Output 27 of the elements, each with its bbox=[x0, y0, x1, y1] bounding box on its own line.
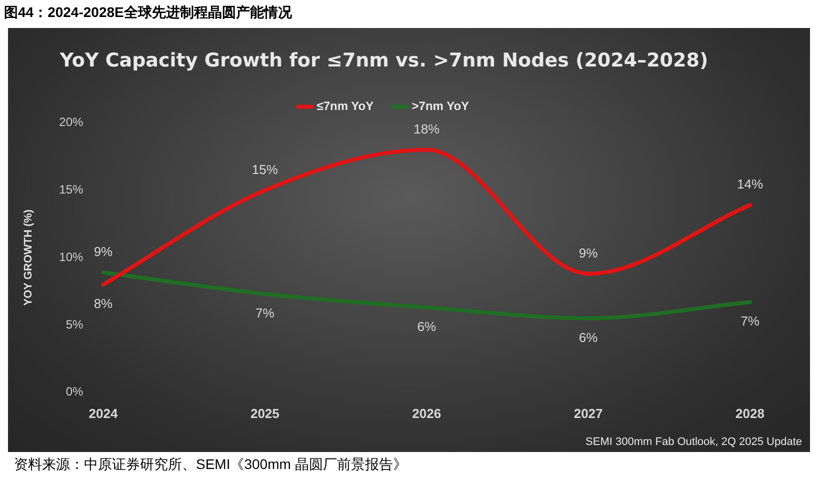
y-tick-label: 15% bbox=[59, 182, 84, 197]
x-tick-label: 2026 bbox=[412, 406, 442, 421]
y-tick-label: 20% bbox=[59, 115, 84, 130]
x-tick-label: 2024 bbox=[88, 406, 118, 421]
y-tick-label: 10% bbox=[59, 250, 84, 264]
x-tick-label: 2028 bbox=[736, 406, 764, 421]
data-label: 9% bbox=[578, 245, 598, 260]
data-label: 7% bbox=[740, 314, 760, 329]
y-tick-label: 5% bbox=[66, 317, 84, 332]
x-tick-label: 2025 bbox=[250, 406, 280, 421]
text: 资料来源：中原证券研究所、SEMI《300mm 晶圆厂前景报告》 bbox=[14, 456, 407, 474]
x-tick-label: 2027 bbox=[574, 406, 603, 421]
data-label: 15% bbox=[252, 162, 278, 177]
y-axis-title: YOY GROWTH (%) bbox=[22, 209, 35, 306]
caption: 图44：2024-2028E全球先进制程晶圆产能情况 bbox=[4, 4, 292, 22]
y-tick-label: 0% bbox=[66, 384, 84, 399]
legend-label: ≤7nm YoY bbox=[316, 99, 374, 114]
data-label: 18% bbox=[414, 121, 440, 136]
chart-title: YoY Capacity Growth for ≤7nm vs. >7nm Nodes (2024–2028) bbox=[58, 49, 708, 72]
data-label: 14% bbox=[736, 176, 764, 192]
text: SEMI 300mm Fab Outlook, 2Q 2025 Update bbox=[586, 436, 802, 448]
data-label: 9% bbox=[94, 244, 114, 260]
data-label: 6% bbox=[417, 319, 436, 334]
data-label: 6% bbox=[578, 330, 598, 345]
data-label: 8% bbox=[94, 296, 114, 312]
legend-label: >7nm YoY bbox=[412, 99, 470, 114]
data-label: 7% bbox=[256, 306, 275, 321]
